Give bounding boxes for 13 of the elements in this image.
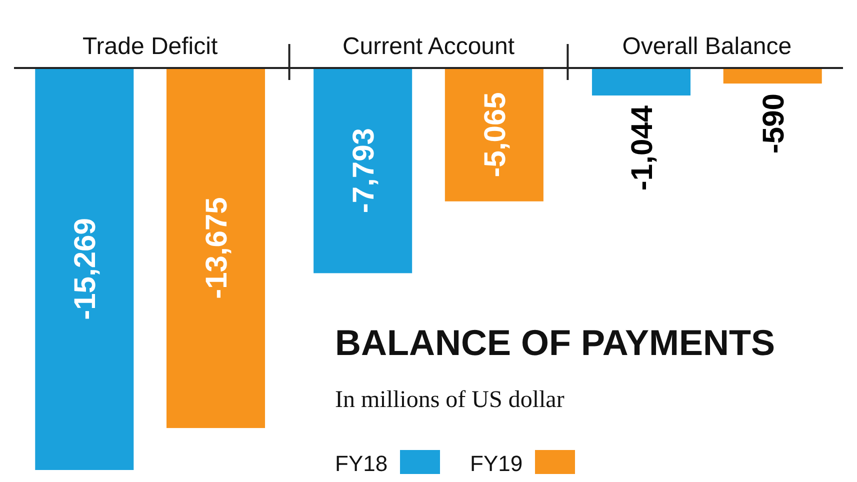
- x-tick-label: Current Account: [342, 33, 515, 60]
- text: In millions of US dollar: [335, 387, 564, 413]
- data-label: -590: [757, 94, 790, 154]
- x-tick-label: Overall Balance: [622, 33, 792, 60]
- data-label: -1,044: [626, 105, 660, 191]
- text: BALANCE OF PAYMENTS: [335, 322, 776, 363]
- data-label: -15,269: [69, 218, 102, 320]
- legend-label: FY18: [335, 451, 388, 476]
- data-label: -7,793: [348, 128, 381, 214]
- legend-label: FY19: [470, 451, 523, 476]
- data-label: -13,675: [200, 197, 234, 299]
- x-tick-label: Trade Deficit: [82, 33, 218, 60]
- data-label: -5,065: [478, 92, 512, 178]
